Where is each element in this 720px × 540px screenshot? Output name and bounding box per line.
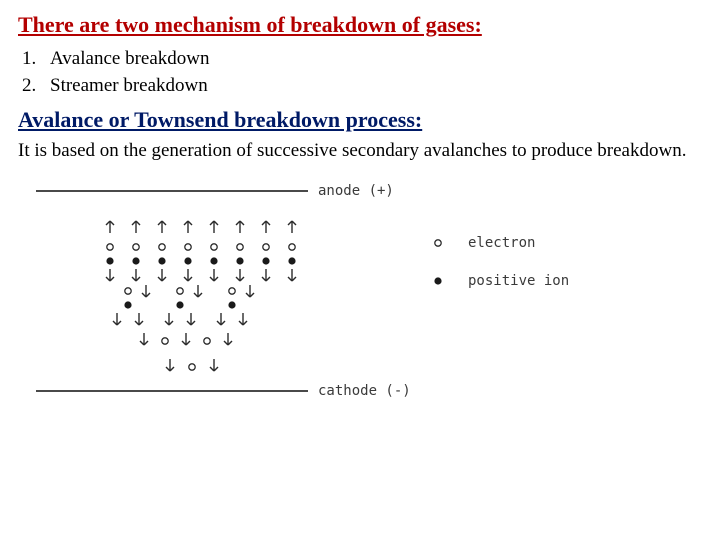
heading-mechanisms: There are two mechanism of breakdown of …: [18, 12, 702, 38]
list-item: 1. Avalance breakdown: [22, 46, 702, 73]
list-item: 2. Streamer breakdown: [22, 73, 702, 100]
heading-avalanche: Avalance or Townsend breakdown process:: [18, 107, 702, 133]
list-number: 2.: [22, 73, 50, 100]
list-number: 1.: [22, 46, 50, 73]
diagram-svg: anode (+) cathode (-) electron positive ion: [18, 173, 578, 413]
avalanche-diagram: anode (+) cathode (-) electron positive ion: [18, 173, 578, 418]
svg-text:positive ion: positive ion: [468, 273, 569, 289]
mechanisms-list: 1. Avalance breakdown 2. Streamer breakd…: [22, 46, 702, 99]
svg-text:cathode (-): cathode (-): [318, 383, 411, 399]
description-paragraph: It is based on the generation of success…: [18, 139, 702, 163]
list-text: Avalance breakdown: [50, 46, 210, 73]
svg-text:anode (+): anode (+): [318, 183, 394, 199]
list-text: Streamer breakdown: [50, 73, 208, 100]
svg-text:electron: electron: [468, 235, 535, 251]
